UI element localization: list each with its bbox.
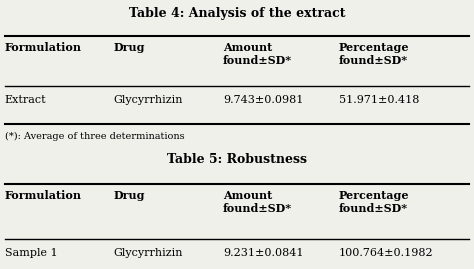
Text: Drug: Drug [114, 42, 145, 53]
Text: Sample 1: Sample 1 [5, 248, 57, 258]
Text: Extract: Extract [5, 95, 46, 105]
Text: 9.743±0.0981: 9.743±0.0981 [223, 95, 303, 105]
Text: Percentage
found±SD*: Percentage found±SD* [339, 42, 410, 66]
Text: Amount
found±SD*: Amount found±SD* [223, 190, 292, 214]
Text: Drug: Drug [114, 190, 145, 201]
Text: Glycyrrhizin: Glycyrrhizin [114, 95, 183, 105]
Text: 9.231±0.0841: 9.231±0.0841 [223, 248, 303, 258]
Text: Table 4: Analysis of the extract: Table 4: Analysis of the extract [129, 7, 345, 20]
Text: Formulation: Formulation [5, 42, 82, 53]
Text: (*): Average of three determinations: (*): Average of three determinations [5, 132, 184, 141]
Text: 51.971±0.418: 51.971±0.418 [339, 95, 419, 105]
Text: Amount
found±SD*: Amount found±SD* [223, 42, 292, 66]
Text: Percentage
found±SD*: Percentage found±SD* [339, 190, 410, 214]
Text: Glycyrrhizin: Glycyrrhizin [114, 248, 183, 258]
Text: 100.764±0.1982: 100.764±0.1982 [339, 248, 434, 258]
Text: Table 5: Robustness: Table 5: Robustness [167, 153, 307, 166]
Text: Formulation: Formulation [5, 190, 82, 201]
